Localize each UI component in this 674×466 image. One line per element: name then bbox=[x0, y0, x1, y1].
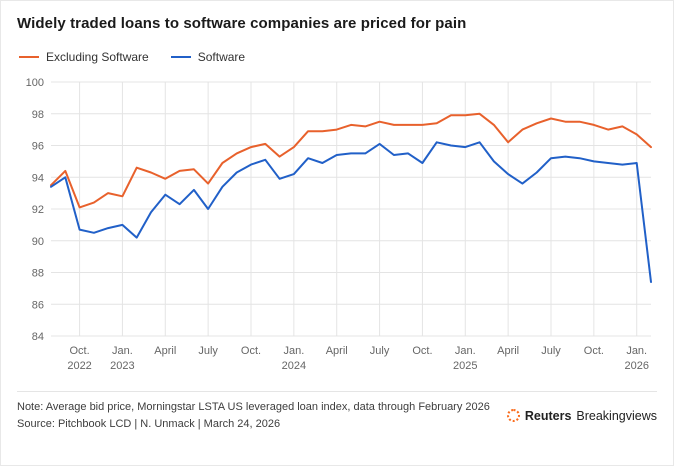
series-line-software bbox=[50, 141, 652, 283]
y-tick-label: 94 bbox=[32, 172, 44, 184]
legend-swatch-software bbox=[170, 56, 191, 58]
x-tick-label: Oct. bbox=[241, 345, 261, 357]
legend-label-software: Software bbox=[197, 50, 246, 64]
x-tick-label: April bbox=[326, 345, 348, 357]
x-tick-label: July bbox=[541, 345, 561, 357]
y-tick-label: 88 bbox=[32, 268, 44, 280]
chart-title: Widely traded loans to software companie… bbox=[17, 15, 467, 32]
x-tick-label: Jan. bbox=[626, 345, 647, 357]
x-tick-label: Jan. bbox=[283, 345, 304, 357]
legend-swatch-excluding-software bbox=[19, 56, 39, 58]
x-tick-label: July bbox=[370, 345, 390, 357]
series-line-excluding-software bbox=[50, 112, 652, 209]
x-tick-label: Oct. bbox=[584, 345, 604, 357]
x-tick-year-label: 2022 bbox=[67, 360, 91, 372]
x-tick-label: Oct. bbox=[69, 345, 89, 357]
chart-note: Note: Average bid price, Morningstar LST… bbox=[17, 401, 490, 413]
reuters-dotted-circle-icon bbox=[506, 409, 520, 422]
x-tick-label: Oct. bbox=[412, 345, 432, 357]
logo-reuters-text: Reuters bbox=[524, 408, 572, 423]
y-tick-label: 92 bbox=[32, 204, 44, 216]
x-tick-label: Jan. bbox=[455, 345, 476, 357]
reuters-breakingviews-logo: Reuters Breakingviews bbox=[506, 408, 657, 423]
legend: Excluding Software Software bbox=[19, 48, 657, 66]
chart-area: 84 86 88 90 92 94 96 98 100 Oct. 2022 Jan. 2023 April… bbox=[17, 72, 657, 383]
legend-label-excluding-software: Excluding Software bbox=[46, 50, 149, 64]
y-tick-label: 98 bbox=[32, 109, 44, 121]
footer: Note: Average bid price, Morningstar LST… bbox=[17, 391, 657, 430]
logo-breakingviews-text: Breakingviews bbox=[576, 408, 657, 423]
price-line-chart: 84 86 88 90 92 94 96 98 100 Oct. 2022 Jan. 2023 April… bbox=[26, 77, 652, 372]
x-tick-year-label: 2026 bbox=[624, 360, 648, 372]
y-tick-label: 100 bbox=[26, 77, 44, 89]
y-tick-label: 90 bbox=[32, 236, 44, 248]
x-tick-label: April bbox=[154, 345, 176, 357]
x-tick-year-label: 2023 bbox=[110, 360, 134, 372]
x-tick-label: Jan. bbox=[112, 345, 133, 357]
x-tick-year-label: 2024 bbox=[282, 360, 306, 372]
x-tick-label: July bbox=[198, 345, 218, 357]
chart-source: Source: Pitchbook LCD | N. Unmack | Marc… bbox=[17, 418, 281, 430]
y-tick-label: 84 bbox=[32, 331, 44, 343]
x-tick-year-label: 2025 bbox=[453, 360, 477, 372]
footer-notes: Note: Average bid price, Morningstar LST… bbox=[17, 401, 507, 430]
legend-item-excluding-software: Excluding Software bbox=[19, 50, 149, 64]
legend-item-software: Software bbox=[170, 50, 246, 64]
y-tick-label: 86 bbox=[32, 299, 44, 311]
y-tick-label: 96 bbox=[32, 141, 44, 153]
x-tick-label: April bbox=[497, 345, 519, 357]
